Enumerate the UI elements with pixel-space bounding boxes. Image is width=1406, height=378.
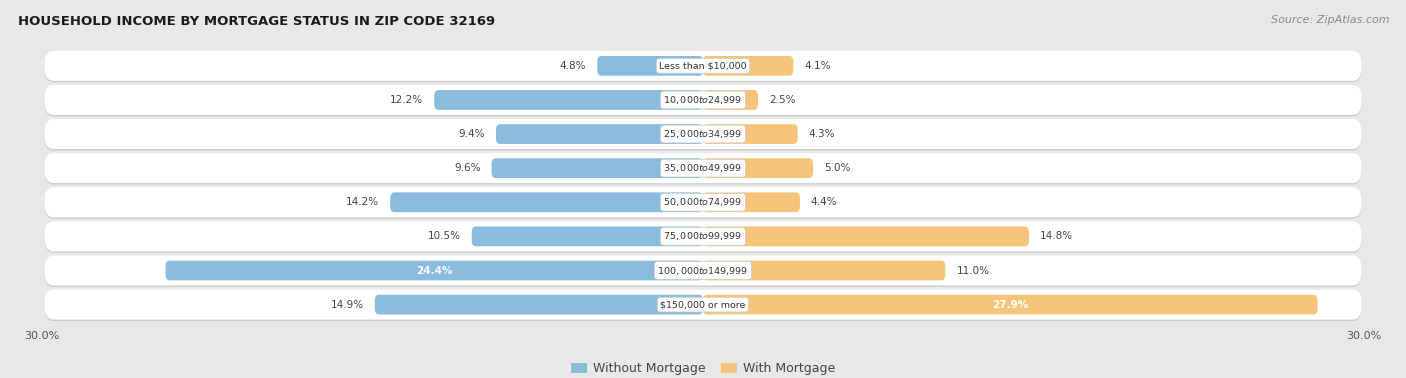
Text: $75,000 to $99,999: $75,000 to $99,999 (664, 230, 742, 242)
FancyBboxPatch shape (391, 192, 703, 212)
Text: 4.4%: 4.4% (811, 197, 838, 207)
FancyBboxPatch shape (703, 192, 800, 212)
Text: $150,000 or more: $150,000 or more (661, 300, 745, 309)
FancyBboxPatch shape (45, 52, 1361, 82)
Text: 10.5%: 10.5% (427, 231, 461, 242)
FancyBboxPatch shape (45, 223, 1361, 253)
Text: 11.0%: 11.0% (956, 265, 990, 276)
FancyBboxPatch shape (45, 121, 1361, 150)
Text: 5.0%: 5.0% (824, 163, 851, 173)
Text: 9.4%: 9.4% (458, 129, 485, 139)
Text: $35,000 to $49,999: $35,000 to $49,999 (664, 162, 742, 174)
FancyBboxPatch shape (45, 256, 1361, 285)
Text: 4.3%: 4.3% (808, 129, 835, 139)
FancyBboxPatch shape (703, 124, 797, 144)
Text: HOUSEHOLD INCOME BY MORTGAGE STATUS IN ZIP CODE 32169: HOUSEHOLD INCOME BY MORTGAGE STATUS IN Z… (18, 15, 495, 28)
FancyBboxPatch shape (45, 153, 1361, 183)
FancyBboxPatch shape (45, 257, 1361, 287)
FancyBboxPatch shape (45, 189, 1361, 218)
Text: 2.5%: 2.5% (769, 95, 796, 105)
Legend: Without Mortgage, With Mortgage: Without Mortgage, With Mortgage (565, 357, 841, 378)
FancyBboxPatch shape (375, 295, 703, 314)
FancyBboxPatch shape (703, 158, 813, 178)
FancyBboxPatch shape (492, 158, 703, 178)
FancyBboxPatch shape (703, 90, 758, 110)
Text: 14.8%: 14.8% (1040, 231, 1073, 242)
FancyBboxPatch shape (703, 56, 793, 76)
Text: 4.1%: 4.1% (804, 61, 831, 71)
FancyBboxPatch shape (45, 85, 1361, 115)
FancyBboxPatch shape (45, 86, 1361, 116)
FancyBboxPatch shape (45, 290, 1361, 320)
Text: Source: ZipAtlas.com: Source: ZipAtlas.com (1271, 15, 1389, 25)
FancyBboxPatch shape (703, 260, 945, 280)
Text: $10,000 to $24,999: $10,000 to $24,999 (664, 94, 742, 106)
Text: Less than $10,000: Less than $10,000 (659, 61, 747, 70)
FancyBboxPatch shape (45, 291, 1361, 321)
Text: $50,000 to $74,999: $50,000 to $74,999 (664, 196, 742, 208)
Text: 24.4%: 24.4% (416, 265, 453, 276)
Text: 14.9%: 14.9% (330, 300, 364, 310)
Text: $25,000 to $34,999: $25,000 to $34,999 (664, 128, 742, 140)
FancyBboxPatch shape (45, 119, 1361, 149)
FancyBboxPatch shape (703, 295, 1317, 314)
FancyBboxPatch shape (45, 222, 1361, 251)
FancyBboxPatch shape (703, 226, 1029, 246)
Text: 12.2%: 12.2% (389, 95, 423, 105)
Text: $100,000 to $149,999: $100,000 to $149,999 (658, 265, 748, 276)
Text: 14.2%: 14.2% (346, 197, 380, 207)
FancyBboxPatch shape (45, 187, 1361, 217)
FancyBboxPatch shape (598, 56, 703, 76)
Text: 4.8%: 4.8% (560, 61, 586, 71)
FancyBboxPatch shape (496, 124, 703, 144)
Text: 9.6%: 9.6% (454, 163, 481, 173)
FancyBboxPatch shape (434, 90, 703, 110)
FancyBboxPatch shape (45, 51, 1361, 81)
FancyBboxPatch shape (471, 226, 703, 246)
FancyBboxPatch shape (166, 260, 703, 280)
Text: 27.9%: 27.9% (993, 300, 1028, 310)
FancyBboxPatch shape (45, 155, 1361, 184)
